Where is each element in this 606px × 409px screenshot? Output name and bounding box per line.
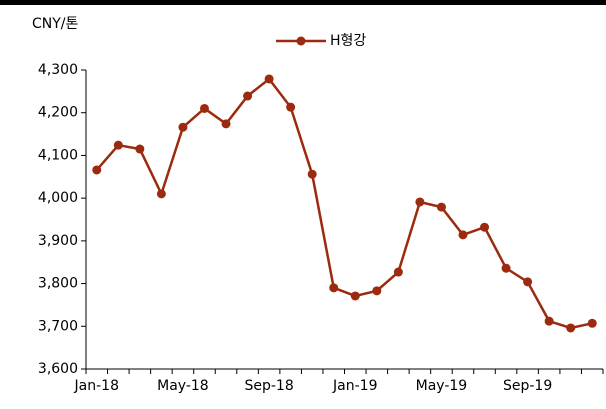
y-tick-label: 3,700	[38, 318, 78, 334]
marker	[92, 165, 102, 175]
y-tick-label: 4,300	[38, 62, 78, 78]
marker	[243, 91, 253, 101]
marker	[372, 286, 382, 296]
marker	[199, 103, 209, 113]
marker	[415, 197, 425, 207]
marker	[329, 283, 339, 293]
marker	[501, 263, 511, 273]
legend-marker	[296, 36, 306, 46]
x-tick-label: May-18	[157, 378, 209, 394]
x-tick-label: May-19	[416, 378, 468, 394]
marker	[436, 202, 446, 212]
marker	[178, 122, 188, 132]
marker	[350, 291, 360, 301]
y-tick-label: 4,000	[38, 190, 78, 206]
x-tick-label: Sep-19	[503, 378, 552, 394]
marker	[544, 316, 554, 326]
marker	[458, 230, 468, 240]
y-tick-label: 4,200	[38, 105, 78, 121]
marker	[587, 318, 597, 328]
y-tick-label: 3,800	[38, 276, 78, 292]
marker	[393, 267, 403, 277]
y-tick-label: 4,100	[38, 147, 78, 163]
marker	[156, 189, 166, 199]
line	[95, 77, 593, 330]
marker	[135, 144, 145, 154]
marker	[566, 323, 576, 333]
y-axis-label: CNY/톤	[32, 16, 79, 32]
marker	[307, 169, 317, 179]
marker	[113, 140, 123, 150]
top-border	[0, 0, 606, 5]
x-tick-label: Jan-18	[74, 378, 119, 394]
y-tick-label: 3,600	[38, 361, 78, 377]
marker	[264, 74, 274, 84]
marker	[221, 119, 231, 129]
legend-label: H형강	[330, 33, 366, 49]
x-tick-label: Jan-19	[332, 378, 377, 394]
x-tick-label: Sep-18	[244, 378, 293, 394]
y-tick-label: 3,900	[38, 233, 78, 249]
marker	[286, 102, 296, 112]
marker	[480, 222, 490, 232]
marker	[523, 277, 533, 287]
